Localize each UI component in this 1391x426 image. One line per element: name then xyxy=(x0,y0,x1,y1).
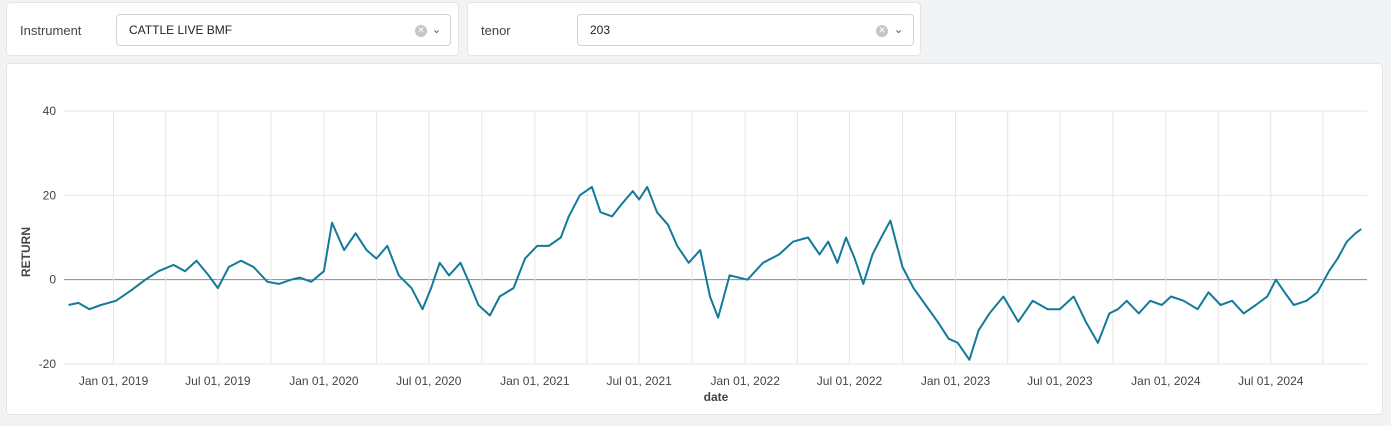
chevron-down-icon[interactable]: ⌄ xyxy=(432,23,442,36)
y-tick-label: -20 xyxy=(39,357,57,371)
y-tick-label: 0 xyxy=(49,273,56,287)
clear-icon[interactable]: ✕ xyxy=(415,25,427,37)
x-axis-ticks: Jan 01, 2019 Jul 01, 2019 Jan 01, 2020 Jul … xyxy=(79,374,1304,388)
chevron-down-icon[interactable]: ⌄ xyxy=(894,23,904,36)
grid-lines xyxy=(64,110,1367,365)
x-tick-label: Jul 01, 2021 xyxy=(606,374,672,388)
x-tick-label: Jan 01, 2023 xyxy=(921,374,991,388)
x-tick-label: Jan 01, 2024 xyxy=(1131,374,1201,388)
x-tick-label: Jul 01, 2019 xyxy=(185,374,251,388)
instrument-label: Instrument xyxy=(20,23,82,38)
x-tick-label: Jul 01, 2020 xyxy=(396,374,462,388)
instrument-select[interactable]: CATTLE LIVE BMF ✕ ⌄ xyxy=(116,14,451,46)
tenor-select-value: 203 xyxy=(590,23,611,37)
x-tick-label: Jan 01, 2021 xyxy=(500,374,570,388)
return-series-line xyxy=(68,185,1362,361)
x-tick-label: Jul 01, 2023 xyxy=(1027,374,1093,388)
y-tick-label: 20 xyxy=(43,188,57,202)
tenor-select[interactable]: 203 ✕ ⌄ xyxy=(577,14,914,46)
x-tick-label: Jul 01, 2024 xyxy=(1238,374,1304,388)
x-tick-label: Jan 01, 2022 xyxy=(710,374,780,388)
instrument-select-value: CATTLE LIVE BMF xyxy=(129,23,233,37)
series-lines xyxy=(68,185,1362,361)
chart-panel: -20 0 20 40 Jan 01, 2019 Jul 01, 2019 Jan 01,… xyxy=(6,63,1383,415)
instrument-control-panel: Instrument CATTLE LIVE BMF ✕ ⌄ xyxy=(6,2,459,56)
y-axis-label: RETURN xyxy=(19,227,33,277)
tenor-control-panel: tenor 203 ✕ ⌄ xyxy=(467,2,921,56)
tenor-label: tenor xyxy=(481,23,511,38)
x-tick-label: Jul 01, 2022 xyxy=(817,374,883,388)
y-axis-ticks: -20 0 20 40 xyxy=(39,104,57,371)
x-tick-label: Jan 01, 2019 xyxy=(79,374,149,388)
clear-icon[interactable]: ✕ xyxy=(876,25,888,37)
y-tick-label: 40 xyxy=(43,104,57,118)
x-axis-label: date xyxy=(704,390,729,404)
x-tick-label: Jan 01, 2020 xyxy=(289,374,359,388)
